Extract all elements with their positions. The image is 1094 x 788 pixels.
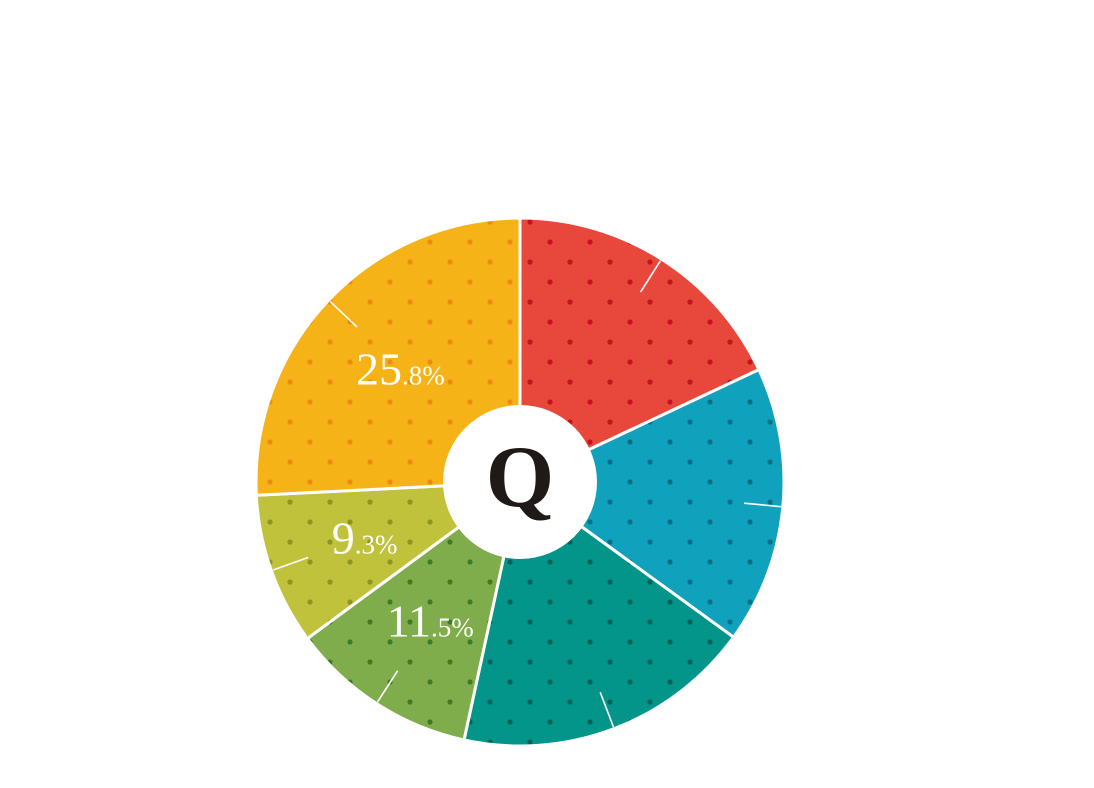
pie-slice-tick-3 <box>599 691 615 728</box>
center-hole <box>443 405 597 559</box>
pie-slice-1 <box>518 216 761 484</box>
pie-slice-tick-2 <box>743 502 781 508</box>
pie-slice-label-5: 9.3% <box>332 512 398 563</box>
pie-slice-label-4: 11.5% <box>387 595 474 646</box>
pie-slice-tick-1 <box>639 260 662 293</box>
pie-slice-2 <box>518 368 786 639</box>
pie-slice-tick-5 <box>272 556 309 571</box>
pie-slice-label-6: 25.8% <box>356 343 445 394</box>
pie-slice-4 <box>305 480 522 742</box>
labels-layer: 11.5% 9.3% 25.8% <box>332 343 474 646</box>
pie-slice-6 <box>254 216 522 497</box>
pie-slice-tick-6 <box>329 300 358 328</box>
pie-slice-tick-4 <box>376 670 399 703</box>
center-letter: Q <box>486 429 554 526</box>
ticks-layer <box>272 260 781 728</box>
